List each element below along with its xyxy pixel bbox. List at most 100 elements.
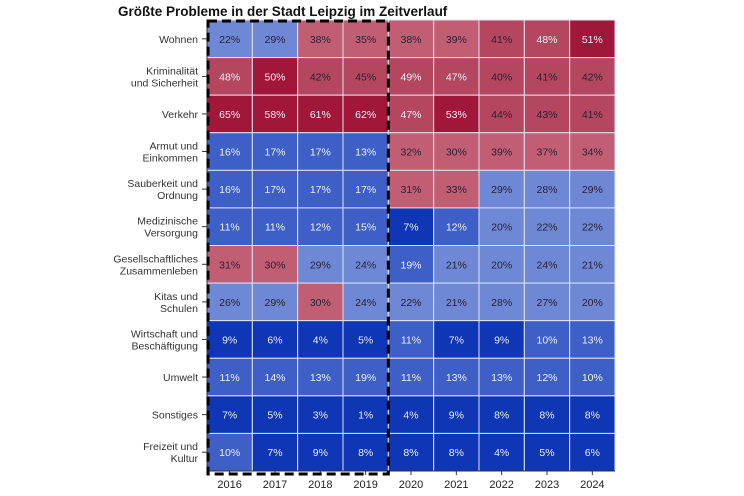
chart-title: Größte Probleme in der Stadt Leipzig im … — [118, 4, 448, 19]
cell-value-label: 12% — [446, 222, 467, 234]
cell-value-label: 29% — [310, 259, 331, 271]
cell-value-label: 41% — [536, 71, 557, 83]
cell-value-label: 11% — [220, 222, 240, 234]
heatmap-cell — [433, 169, 480, 209]
x-tick-label: 2024 — [580, 479, 604, 491]
cell-value-label: 41% — [582, 109, 603, 121]
cell-value-label: 61% — [310, 109, 331, 121]
cell-value-label: 16% — [219, 147, 240, 159]
cell-value-label: 30% — [264, 259, 285, 271]
heatmap-cell — [206, 245, 253, 284]
cell-value-label: 26% — [219, 297, 240, 309]
cell-value-label: 8% — [403, 447, 418, 459]
heatmap-cell — [523, 357, 571, 397]
heatmap-cell — [251, 132, 299, 171]
cell-value-label: 17% — [355, 184, 376, 196]
heatmap-cell — [206, 207, 253, 247]
cell-value-label: 13% — [446, 372, 467, 384]
cell-value-label: 47% — [400, 109, 421, 121]
heatmap-cell — [251, 169, 299, 209]
cell-value-label: 22% — [219, 34, 240, 46]
heatmap-cell — [297, 320, 344, 359]
x-tick-label: 2023 — [535, 479, 559, 491]
cell-value-label: 7% — [222, 410, 237, 422]
heatmap-cell — [478, 169, 525, 209]
cell-value-label: 8% — [358, 447, 373, 459]
heatmap-cell — [433, 132, 480, 171]
cell-value-label: 34% — [582, 147, 603, 159]
cell-value-label: 62% — [355, 109, 376, 121]
heatmap-cell — [342, 357, 389, 397]
heatmap-cell — [251, 57, 299, 96]
cell-value-label: 17% — [264, 147, 285, 159]
x-tick-label: 2020 — [399, 479, 423, 491]
cell-value-label: 22% — [582, 222, 603, 234]
cell-value-label: 17% — [310, 147, 331, 159]
cell-value-label: 7% — [267, 447, 282, 459]
heatmap-cell — [206, 169, 253, 209]
cell-value-label: 39% — [446, 34, 467, 46]
cell-value-label: 29% — [264, 297, 285, 309]
heatmap-cell — [523, 432, 571, 472]
y-tick-label: Freizeit und Kultur — [143, 441, 198, 465]
cell-value-label: 8% — [585, 410, 600, 422]
cell-value-label: 53% — [446, 109, 467, 121]
cell-value-label: 24% — [355, 259, 376, 271]
y-tick-label: Gesellschaftliches Zusammenleben — [113, 253, 198, 277]
heatmap-cell — [433, 94, 480, 134]
cell-value-label: 6% — [585, 447, 600, 459]
cell-value-label: 20% — [582, 297, 603, 309]
heatmap-cell — [342, 57, 389, 96]
cell-value-label: 4% — [403, 410, 418, 422]
x-tick-label: 2022 — [489, 479, 513, 491]
cell-value-label: 49% — [400, 71, 421, 83]
cell-value-label: 28% — [536, 184, 557, 196]
cell-value-label: 12% — [536, 372, 557, 384]
cell-value-label: 33% — [446, 184, 467, 196]
cell-value-label: 5% — [539, 447, 554, 459]
heatmap-cell — [342, 245, 389, 284]
cell-value-label: 11% — [401, 372, 421, 384]
cell-value-label: 35% — [355, 34, 376, 46]
heatmap-cell — [297, 169, 344, 209]
y-tick-label: Wohnen — [159, 34, 198, 46]
cell-value-label: 11% — [265, 222, 285, 234]
heatmap-cell — [387, 320, 435, 359]
cell-value-label: 5% — [267, 410, 282, 422]
cell-value-label: 10% — [536, 334, 557, 346]
heatmap-cell — [297, 57, 344, 96]
heatmap-cell — [478, 19, 525, 59]
cell-value-label: 42% — [310, 71, 331, 83]
heatmap-cell — [206, 320, 253, 359]
y-tick-label: Verkehr — [162, 109, 199, 121]
cell-value-label: 43% — [536, 109, 557, 121]
heatmap-cell — [569, 94, 616, 134]
cell-value-label: 28% — [491, 297, 512, 309]
cell-value-label: 29% — [264, 34, 285, 46]
heatmap-cell — [342, 395, 389, 434]
heatmap-cell — [342, 132, 389, 171]
heatmap-cell — [342, 320, 389, 359]
cell-value-label: 58% — [264, 109, 285, 121]
cell-value-label: 17% — [310, 184, 331, 196]
cell-value-label: 65% — [219, 109, 240, 121]
cell-value-label: 9% — [494, 334, 509, 346]
cell-value-label: 21% — [446, 259, 467, 271]
cell-value-label: 48% — [219, 71, 240, 83]
heatmap-cell — [569, 432, 616, 472]
cell-value-label: 5% — [358, 334, 373, 346]
cell-value-label: 3% — [313, 410, 328, 422]
cell-value-label: 10% — [582, 372, 603, 384]
cell-value-label: 22% — [400, 297, 421, 309]
heatmap-cell — [206, 282, 253, 322]
cell-value-label: 21% — [582, 259, 603, 271]
cell-value-label: 27% — [536, 297, 557, 309]
y-tick-label: Armut und Einkommen — [143, 141, 199, 165]
cell-value-label: 8% — [449, 447, 464, 459]
cell-value-label: 7% — [403, 222, 418, 234]
cell-value-label: 21% — [446, 297, 467, 309]
heatmap-cell — [569, 132, 616, 171]
cell-value-label: 9% — [449, 410, 464, 422]
cell-value-label: 10% — [219, 447, 240, 459]
